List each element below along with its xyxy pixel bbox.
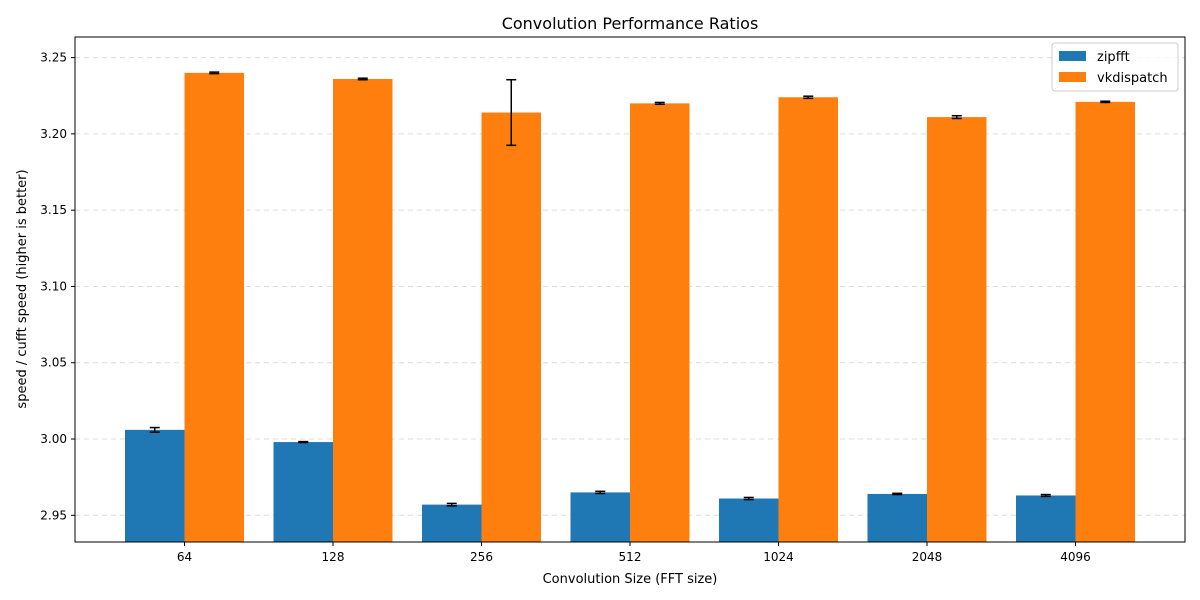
x-tick-label: 1024 [763, 550, 794, 564]
bar-zipfft-256 [422, 504, 482, 542]
bar-vkdispatch-512 [630, 103, 690, 543]
y-tick-label: 3.15 [40, 203, 67, 217]
bar-vkdispatch-64 [184, 72, 244, 542]
chart-title: Convolution Performance Ratios [502, 14, 759, 33]
bar-zipfft-512 [570, 492, 630, 542]
legend-swatch-vkdispatch [1059, 72, 1086, 82]
y-tick-label: 3.10 [40, 279, 67, 293]
grid-lines [75, 57, 1185, 516]
y-axis-label: speed / cufft speed (higher is better) [15, 169, 30, 408]
error-bars [149, 71, 1111, 507]
legend-swatch-zipfft [1059, 51, 1086, 61]
bar-zipfft-128 [273, 442, 333, 542]
bar-zipfft-2048 [867, 493, 927, 542]
bar-vkdispatch-4096 [1075, 101, 1135, 542]
x-tick-label: 512 [619, 550, 642, 564]
y-tick-label: 2.95 [40, 508, 67, 522]
legend-label-vkdispatch: vkdispatch [1097, 71, 1168, 86]
y-tick-label: 3.00 [40, 432, 67, 446]
x-tick-label: 2048 [912, 550, 943, 564]
bars [125, 72, 1135, 543]
y-axis: 2.95 3.00 3.05 3.10 3.15 3.20 3.25 [40, 51, 75, 522]
bar-zipfft-64 [125, 429, 185, 542]
x-tick-label: 128 [322, 550, 345, 564]
bar-zipfft-1024 [719, 498, 779, 542]
legend: zipfft vkdispatch [1051, 42, 1179, 92]
bar-vkdispatch-128 [333, 78, 393, 543]
x-axis-label: Convolution Size (FFT size) [543, 572, 718, 587]
y-tick-label: 3.05 [40, 356, 67, 370]
y-tick-label: 3.25 [40, 51, 67, 65]
bar-vkdispatch-1024 [778, 97, 838, 543]
bar-vkdispatch-256 [481, 112, 541, 542]
y-tick-label: 3.20 [40, 127, 67, 141]
bar-zipfft-4096 [1016, 495, 1076, 542]
x-tick-label: 256 [470, 550, 493, 564]
bar-vkdispatch-2048 [927, 117, 987, 542]
legend-label-zipfft: zipfft [1097, 50, 1130, 65]
x-tick-label: 4096 [1060, 550, 1091, 564]
x-tick-label: 64 [177, 550, 192, 564]
x-axis: 64 128 256 512 1024 2048 4096 [177, 542, 1091, 564]
